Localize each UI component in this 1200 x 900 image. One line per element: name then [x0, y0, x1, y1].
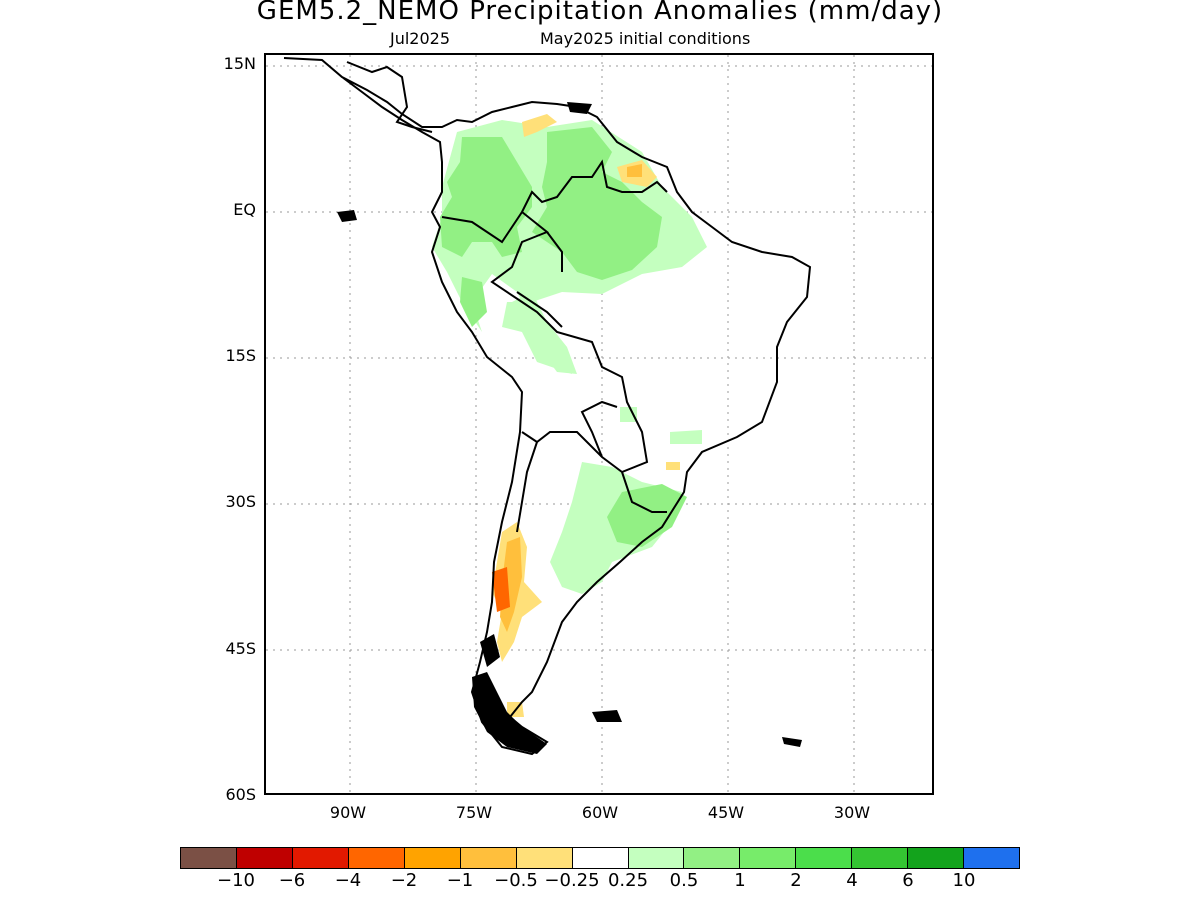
colorbar-swatch — [684, 848, 741, 868]
colorbar-swatch — [628, 848, 685, 868]
lon-label-60w: 60W — [581, 803, 619, 822]
lat-label-30s: 30S — [225, 492, 256, 511]
colorbar-tick-label: 0.5 — [669, 870, 699, 891]
chiloe-islands — [480, 634, 500, 667]
colorbar-tick-label: 1 — [734, 870, 746, 891]
colorbar-swatch — [292, 848, 349, 868]
colorbar-swatch — [964, 848, 1020, 868]
positive-anomaly-0.5-andes — [512, 292, 577, 374]
galapagos — [337, 210, 357, 222]
colorbar-tick-label: 0.25 — [607, 870, 649, 891]
lon-label-90w: 90W — [329, 803, 367, 822]
anomaly-shading — [432, 114, 707, 717]
precipitation-map — [266, 55, 932, 793]
lon-label-45w: 45W — [707, 803, 745, 822]
graticule — [266, 55, 932, 793]
colorbar-tick-label: −10 — [217, 870, 255, 891]
positive-anomaly-0.5-central — [532, 127, 662, 280]
colorbar-swatch — [572, 848, 629, 868]
map-title: GEM5.2_NEMO Precipitation Anomalies (mm/… — [256, 0, 944, 26]
positive-anomaly-0.5-south-west — [460, 277, 487, 327]
lon-label-30w: 30W — [833, 803, 871, 822]
lat-label-eq: EQ — [233, 200, 256, 219]
negative-anomaly-chile-strong — [492, 567, 510, 612]
colorbar-tick-label: −4 — [334, 870, 362, 891]
falklands — [592, 710, 622, 722]
colorbar-swatch — [348, 848, 405, 868]
lat-label-15n: 15N — [223, 54, 256, 73]
negative-anomaly-guiana-core — [627, 164, 642, 177]
islands — [337, 102, 802, 754]
patagonia-fjords — [472, 672, 547, 754]
colorbar-swatch — [908, 848, 965, 868]
colorbar-tick-label: −2 — [390, 870, 418, 891]
colorbar-swatch — [852, 848, 909, 868]
colorbar-tick-label: −1 — [446, 870, 474, 891]
colorbar-tick-label: 4 — [846, 870, 858, 891]
colorbar-tick-label: −0.5 — [494, 870, 538, 891]
south-america-outline — [283, 57, 812, 756]
colorbar-tick-label: 6 — [902, 870, 914, 891]
positive-anomaly-0.25-brazil-east — [670, 430, 702, 444]
lat-label-15s: 15S — [225, 346, 256, 365]
positive-anomaly-0.5-southeast — [607, 484, 687, 547]
colorbar-tick-label: 10 — [952, 870, 976, 891]
colorbar-swatch — [740, 848, 797, 868]
trinidad — [567, 102, 592, 114]
colorbar-swatch — [796, 848, 853, 868]
colorbar-swatch — [404, 848, 461, 868]
colorbar-swatch — [460, 848, 517, 868]
negative-anomaly-venezuela — [522, 114, 557, 137]
country-borders — [441, 159, 668, 533]
colorbar-swatch — [181, 848, 237, 868]
colorbar-swatch — [516, 848, 573, 868]
negative-anomaly-brazil-se — [666, 462, 680, 470]
colorbar — [180, 847, 1020, 869]
colorbar-tick-label: −6 — [278, 870, 306, 891]
colorbar-swatch — [236, 848, 293, 868]
lat-label-60s: 60S — [225, 785, 256, 804]
colorbar-tick-label: 2 — [790, 870, 802, 891]
valid-month: Jul2025 — [390, 29, 451, 48]
colorbar-tick-label: −0.25 — [544, 870, 600, 891]
positive-anomaly-0.5-west — [440, 137, 532, 257]
map-panel — [264, 53, 934, 795]
south-georgia — [782, 737, 802, 747]
positive-anomaly-0.25-paraguay — [620, 407, 637, 422]
lon-label-75w: 75W — [455, 803, 493, 822]
central-america-outline — [346, 61, 433, 133]
lat-label-45s: 45S — [225, 639, 256, 658]
initial-conditions-label: May2025 initial conditions — [540, 29, 751, 48]
coastlines — [283, 57, 812, 756]
